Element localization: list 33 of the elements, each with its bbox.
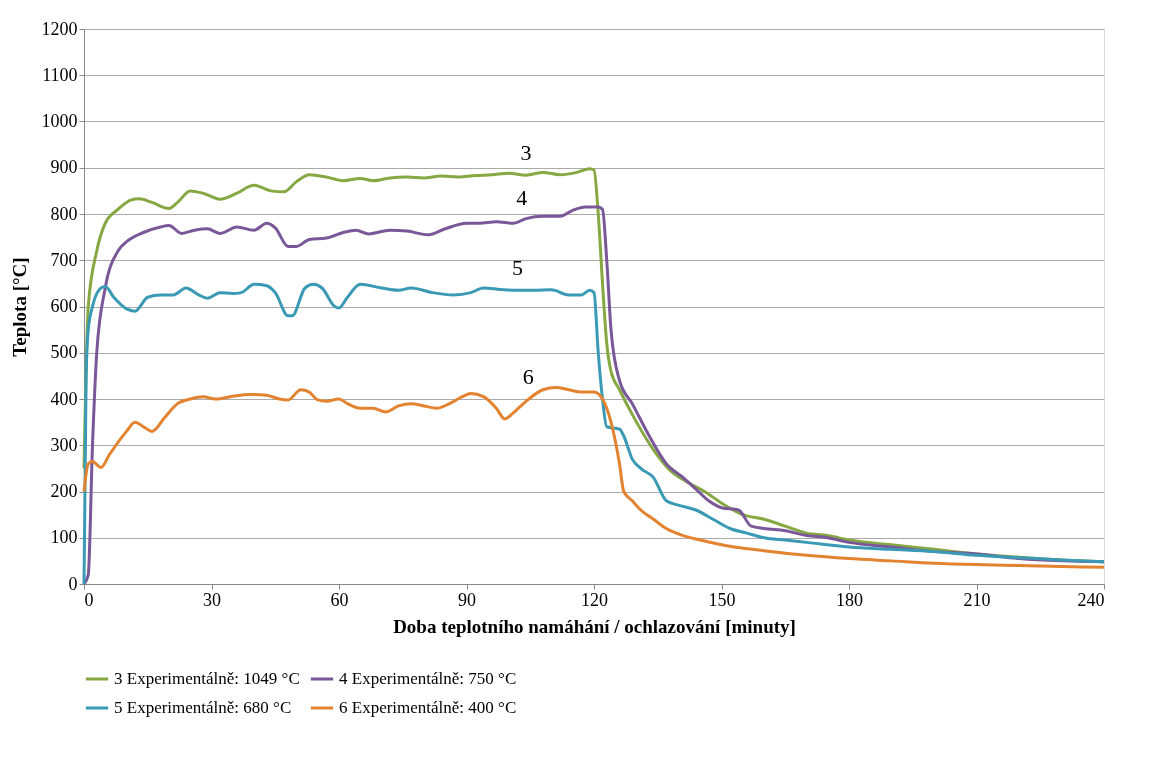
y-tick-label: 100 — [50, 527, 78, 548]
y-tick-label: 600 — [50, 296, 78, 316]
y-tick-label: 1200 — [41, 18, 78, 39]
legend-label: 6 Experimentálně: 400 °C — [339, 698, 517, 717]
x-tick-label: 0 — [84, 589, 94, 610]
y-tick-label: 800 — [50, 203, 78, 224]
y-axis-title: Teplota [°C] — [8, 257, 30, 357]
x-tick-label: 150 — [708, 589, 736, 610]
x-tick-label: 90 — [458, 589, 476, 610]
annotation: 4 — [516, 185, 528, 211]
x-tick-label: 210 — [963, 589, 991, 610]
y-tick-label: 0 — [68, 573, 78, 594]
annotation: 3 — [520, 140, 532, 166]
annotation: 5 — [512, 255, 523, 281]
x-tick-label: 240 — [1077, 589, 1105, 610]
legend-label: 3 Experimentálně: 1049 °C — [114, 669, 300, 688]
y-tick-label: 200 — [50, 481, 78, 501]
y-tick-label: 900 — [50, 157, 78, 178]
x-tick-label: 180 — [836, 589, 863, 610]
x-axis-title: Doba teplotního namáhání / ochlazování [minuty] — [393, 615, 796, 637]
legend-label: 4 Experimentálně: 750 °C — [339, 669, 517, 688]
x-tick-label: 30 — [203, 589, 221, 610]
y-tick-label: 500 — [50, 342, 78, 363]
y-tick-label: 300 — [50, 434, 78, 455]
y-tick-label: 700 — [50, 249, 78, 270]
annotation: 6 — [522, 364, 534, 389]
y-tick-label: 1000 — [41, 111, 78, 131]
y-tick-label: 400 — [50, 388, 78, 409]
y-tick-label: 1100 — [42, 64, 78, 85]
legend-label: 5 Experimentálně: 680 °C — [114, 698, 292, 717]
x-tick-label: 120 — [581, 589, 608, 610]
x-tick-label: 60 — [330, 589, 349, 610]
line-series — [82, 385, 1106, 569]
